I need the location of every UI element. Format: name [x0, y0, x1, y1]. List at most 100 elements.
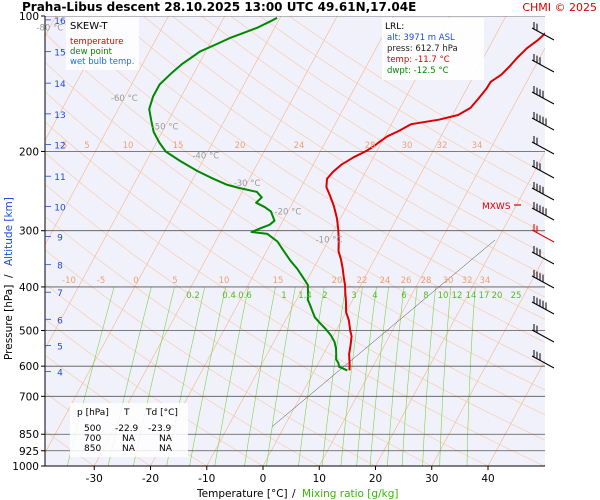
lrl-altitude: alt: 3971 m ASL [387, 33, 455, 43]
adiabat-label: -10 [62, 276, 76, 286]
wind-barb [531, 182, 555, 201]
mixing-ratio-label: 0.2 [186, 291, 200, 301]
wind-barb-staff [531, 141, 555, 155]
pressure-tick-label: 1000 [12, 461, 39, 473]
dry-adiabat-line [172, 16, 545, 255]
dry-adiabat-line [201, 16, 545, 234]
wind-barb-staff [531, 229, 555, 243]
altitude-tick-label: 8 [57, 262, 63, 272]
altitude-tick-label: 4 [57, 369, 63, 379]
wind-barb-staff [531, 187, 555, 201]
adiabat-label: 30 [402, 141, 413, 151]
isotherm-label: -80 °C [36, 23, 63, 33]
plot-area [45, 16, 545, 466]
dry-adiabat-line [84, 16, 545, 320]
adiabat-label: 34 [480, 276, 491, 286]
x-axis-title-mixing-ratio: Mixing ratio [g/kg] [302, 488, 398, 500]
wind-barb [531, 324, 555, 343]
altitude-tick-label: 7 [57, 289, 63, 299]
wind-barb-staff [531, 27, 555, 41]
legend-item-dew-point: dew point [70, 47, 113, 57]
adiabat-label: 34 [472, 141, 483, 151]
isotherm-label: -30 °C [234, 179, 261, 189]
adiabat-label: 20 [332, 276, 343, 286]
mixing-ratio-label: 10 [438, 291, 449, 301]
mixing-ratio-label: 3 [351, 291, 356, 301]
isotherm-line [487, 359, 545, 466]
pressure-tick-label: 850 [19, 429, 39, 441]
wind-barb [531, 112, 555, 131]
adiabat-label: 28 [421, 276, 432, 286]
adiabat-label: 10 [123, 141, 134, 151]
wind-barb [531, 270, 555, 289]
mixing-ratio-label: 0.4 [222, 291, 236, 301]
altitude-tick-label: 5 [57, 343, 63, 353]
adiabat-label: 15 [273, 276, 284, 286]
adiabat-label: 32 [462, 276, 473, 286]
table-row-700-t: NA [122, 434, 136, 444]
table-row-700-td: NA [159, 434, 173, 444]
mixing-ratio-label: 14 [466, 291, 477, 301]
isotherm-line [45, 16, 282, 454]
level-table: p [hPa] T Td [°C] 500 -22.9 -23.9 700 NA… [70, 403, 188, 457]
isotherm-line [45, 16, 113, 142]
isotherm-line [45, 16, 169, 246]
temperature-tick-label: -30 [86, 473, 103, 485]
mixing-ratio-label: 17 [479, 291, 490, 301]
altitude-tick-label: 9 [57, 233, 63, 243]
wind-barb [531, 54, 555, 73]
adiabat-label: 10 [219, 276, 230, 286]
lrl-pressure: press: 612.7 hPa [387, 44, 458, 54]
lrl-temperature: temp: -11.7 °C [387, 55, 450, 65]
dry-adiabat-line [230, 16, 545, 213]
pressure-tick-label: 925 [19, 446, 39, 458]
background-grid [45, 16, 545, 466]
wind-barb-staff [531, 251, 555, 265]
table-row-500-p: 500 [84, 424, 101, 434]
isotherm-line [93, 16, 338, 466]
mixing-ratio-label: 2 [322, 291, 327, 301]
isotherm-label: -10 °C [316, 236, 343, 246]
altitude-tick-label: 10 [54, 203, 66, 213]
adiabat-label: 15 [173, 141, 184, 151]
wind-barb-staff [531, 91, 555, 105]
mixing-ratio-label: 4 [372, 291, 377, 301]
table-row-700-p: 700 [84, 434, 101, 444]
wind-barb-staff [531, 275, 555, 289]
table-row-850-p: 850 [84, 444, 101, 454]
mixing-ratio-label: 6 [401, 291, 406, 301]
mixing-ratio-label: 8 [423, 291, 428, 301]
wind-barb [531, 160, 555, 179]
temperature-tick-label: 40 [481, 473, 494, 485]
lrl-title: LRL: [385, 22, 404, 32]
dry-adiabat-line [114, 16, 545, 298]
adiabat-label: 5 [84, 141, 89, 151]
adiabat-label: 30 [443, 276, 454, 286]
temperature-tick-label: 20 [369, 473, 382, 485]
series-line-temperature [325, 32, 545, 371]
pressure-tick-label: 700 [19, 391, 39, 403]
wind-barb [531, 296, 555, 315]
series-legend: SKEW-T temperature dew point wet bulb te… [66, 17, 139, 70]
isotherm-line [375, 151, 545, 466]
table-header-p: p [hPa] [77, 408, 109, 418]
wind-barb [531, 86, 555, 105]
dry-adiabat-line [55, 16, 545, 343]
lrl-dewpoint: dwpt: -12.5 °C [387, 66, 449, 76]
adiabat-label: 22 [357, 276, 368, 286]
isotherm-label: -20 °C [275, 208, 302, 218]
wind-barb [531, 22, 555, 41]
adiabat-label: 26 [401, 276, 412, 286]
wind-barb-staff [531, 301, 555, 315]
dry-adiabat-line [143, 16, 545, 276]
isotherm-line [206, 16, 451, 466]
pressure-tick-label: 400 [19, 282, 39, 294]
pressure-tick-label: 500 [19, 326, 39, 338]
legend-title: SKEW-T [70, 21, 108, 32]
table-row-850-td: NA [159, 444, 173, 454]
wind-barb [531, 136, 555, 155]
wind-barb [531, 224, 555, 243]
dry-adiabat-line [45, 91, 545, 416]
y-axis-title: Pressure [hPa] [3, 285, 15, 360]
pressure-tick-label: 600 [19, 361, 39, 373]
